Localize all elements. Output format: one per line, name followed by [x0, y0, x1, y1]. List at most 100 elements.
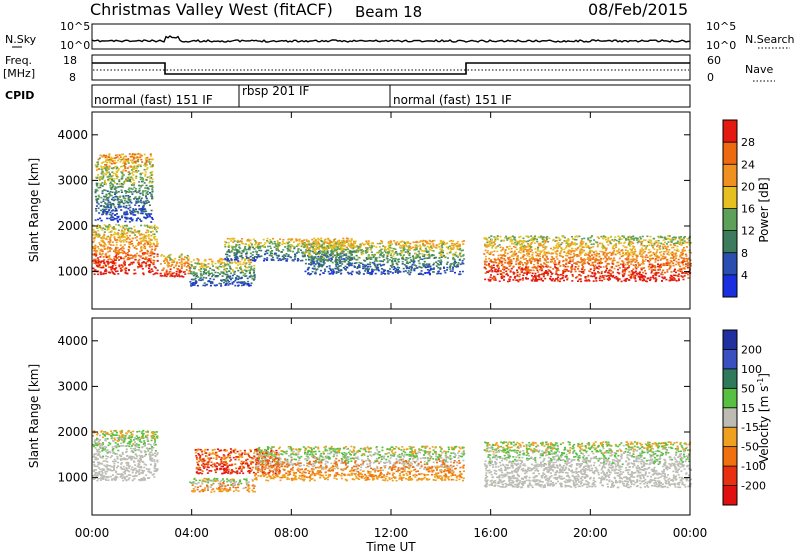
range-cell	[375, 257, 378, 259]
range-cell	[410, 260, 413, 263]
range-cell	[389, 265, 392, 267]
range-cell	[621, 249, 624, 251]
range-cell	[401, 257, 404, 260]
range-cell	[124, 220, 127, 223]
range-cell	[679, 237, 682, 240]
range-cell	[659, 266, 661, 268]
range-cell	[459, 252, 461, 255]
range-cell	[654, 266, 657, 268]
range-cell	[105, 159, 108, 161]
range-cell	[320, 237, 323, 240]
range-cell	[177, 268, 180, 270]
range-cell	[335, 271, 338, 273]
range-cell	[146, 199, 149, 202]
range-cell	[563, 236, 566, 239]
range-cell	[519, 252, 522, 254]
range-cell	[412, 257, 415, 260]
range-cell	[251, 245, 253, 247]
range-cell	[126, 178, 129, 181]
range-cell	[100, 173, 103, 175]
range-cell	[94, 191, 97, 194]
range-cell	[126, 254, 129, 256]
range-cell	[628, 253, 631, 255]
range-cell	[612, 259, 615, 261]
range-cell	[564, 254, 567, 257]
range-cell	[127, 249, 130, 251]
range-cell	[271, 250, 274, 252]
range-cell	[159, 272, 162, 275]
range-cell	[131, 154, 134, 157]
range-cell	[370, 256, 372, 259]
range-cell	[101, 178, 104, 180]
range-cell	[125, 267, 128, 270]
range-cell	[350, 272, 352, 274]
range-cell	[354, 240, 357, 243]
range-cell	[439, 251, 442, 253]
range-cell	[548, 270, 551, 272]
range-cell	[453, 265, 456, 268]
range-cell	[312, 240, 315, 243]
range-cell	[138, 208, 141, 210]
range-cell	[641, 235, 644, 238]
range-cell	[669, 265, 672, 268]
range-cell	[409, 271, 412, 274]
range-cell	[542, 236, 545, 238]
range-cell	[120, 230, 123, 233]
range-cell	[128, 217, 131, 220]
range-cell	[95, 263, 97, 265]
range-cell	[168, 257, 171, 259]
range-cell	[248, 284, 250, 286]
range-cell	[378, 260, 381, 262]
range-cell	[519, 263, 522, 266]
range-cell	[110, 177, 113, 180]
range-cell	[116, 183, 119, 185]
range-cell	[336, 251, 339, 254]
range-cell	[439, 254, 442, 257]
range-cell	[410, 269, 413, 272]
range-cell	[622, 269, 625, 271]
range-cell	[623, 253, 626, 256]
range-cell	[129, 200, 132, 203]
range-cell	[489, 276, 492, 279]
range-cell	[125, 178, 128, 181]
range-cell	[94, 164, 97, 166]
range-cell	[319, 250, 322, 252]
range-cell	[222, 258, 225, 261]
range-cell	[226, 264, 229, 266]
range-cell	[396, 241, 399, 243]
range-cell	[328, 253, 331, 256]
range-cell	[605, 254, 608, 257]
range-cell	[330, 259, 333, 262]
range-cell	[119, 244, 122, 247]
range-cell	[226, 282, 229, 285]
range-cell	[106, 226, 109, 228]
range-cell	[141, 252, 144, 254]
range-cell	[205, 272, 208, 275]
range-cell	[151, 171, 154, 173]
range-cell	[150, 172, 153, 175]
range-cell	[131, 218, 134, 221]
range-cell	[93, 258, 96, 261]
range-cell	[514, 254, 517, 256]
range-cell	[132, 212, 135, 214]
range-cell	[218, 265, 221, 268]
range-cell	[426, 257, 429, 259]
range-cell	[116, 154, 119, 156]
range-cell	[350, 247, 353, 249]
range-cell	[111, 212, 114, 215]
range-cell	[151, 253, 154, 256]
range-cell	[374, 264, 376, 266]
range-cell	[112, 216, 115, 219]
range-cell	[367, 263, 370, 266]
range-cell	[632, 247, 634, 250]
range-cell	[108, 231, 111, 234]
range-cell	[153, 235, 156, 238]
range-cell	[96, 161, 99, 163]
range-cell	[424, 272, 427, 274]
range-cell	[117, 224, 120, 226]
range-cell	[347, 255, 350, 258]
range-cell	[546, 235, 549, 238]
range-cell	[151, 217, 153, 219]
range-cell	[228, 270, 231, 273]
range-cell	[579, 275, 582, 277]
